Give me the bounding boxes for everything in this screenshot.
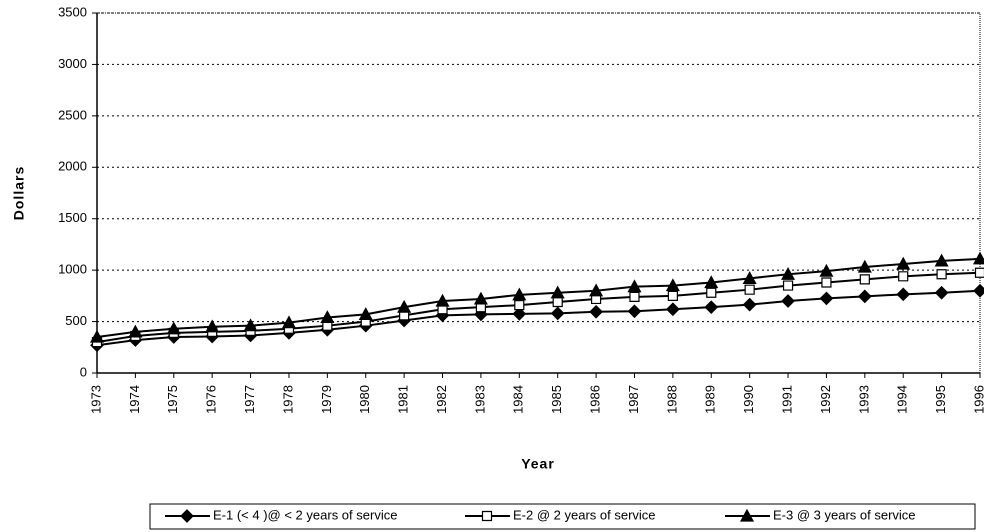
data-point (857, 259, 872, 273)
data-point (781, 267, 796, 280)
data-point (934, 253, 949, 267)
data-point (128, 324, 143, 338)
y-tick-label: 2500 (58, 107, 87, 122)
data-point (550, 285, 565, 299)
data-point (704, 275, 719, 289)
y-axis-label: Dollars (11, 166, 27, 220)
legend-label: E-2 @ 2 years of service (513, 507, 656, 522)
x-tick-label: 1995 (933, 385, 948, 414)
x-tick-label: 1986 (588, 385, 603, 414)
y-tick-label: 0 (80, 364, 87, 379)
data-point (706, 287, 717, 298)
data-point (742, 297, 757, 312)
data-point (781, 294, 795, 308)
x-tick-label: 1978 (280, 385, 295, 414)
y-tick-label: 1500 (58, 210, 87, 225)
data-point (397, 299, 412, 313)
y-tick-label: 3500 (58, 4, 87, 19)
data-point (665, 278, 680, 292)
data-point (89, 329, 105, 343)
legend-marker (180, 509, 194, 523)
x-tick-label: 1980 (357, 385, 372, 414)
y-tick-label: 2000 (58, 159, 87, 174)
data-point (512, 287, 527, 301)
legend-label: E-3 @ 3 years of service (773, 507, 916, 522)
data-point (435, 293, 450, 307)
x-tick-label: 1977 (242, 385, 257, 414)
x-tick-label: 1984 (511, 385, 526, 414)
data-point (934, 285, 949, 300)
data-point (819, 291, 834, 306)
data-point (744, 284, 755, 295)
plot-border (96, 12, 981, 374)
series-line (96, 257, 981, 338)
x-tick-label: 1988 (664, 385, 679, 414)
series-line (96, 289, 981, 347)
x-tick-label: 1992 (818, 385, 833, 414)
data-point (666, 302, 680, 317)
data-point (859, 274, 870, 285)
x-axis-label: Year (521, 456, 555, 472)
data-point (667, 290, 678, 301)
x-tick-label: 1974 (127, 385, 142, 414)
x-tick-label: 1975 (165, 385, 180, 414)
data-point (552, 296, 563, 308)
data-point (473, 291, 488, 305)
data-point (281, 315, 296, 329)
data-point (589, 304, 603, 319)
y-tick-label: 3000 (58, 56, 87, 71)
x-tick-label: 1993 (856, 385, 871, 414)
x-tick-label: 1973 (88, 385, 103, 414)
data-point (358, 307, 373, 320)
data-point (205, 319, 220, 333)
x-tick-label: 1991 (779, 385, 794, 414)
legend-marker (481, 510, 493, 522)
data-point (819, 263, 834, 277)
data-point (627, 304, 642, 319)
data-point (936, 269, 947, 280)
data-point (974, 267, 984, 278)
x-tick-label: 1996 (971, 385, 984, 414)
data-point (629, 291, 640, 302)
y-tick-label: 1000 (58, 262, 87, 277)
data-point (320, 310, 335, 324)
data-point (514, 300, 525, 311)
data-point (627, 279, 642, 293)
y-tick-label: 500 (65, 313, 87, 328)
x-tick-label: 1979 (319, 385, 334, 414)
data-point (512, 307, 527, 321)
data-point (243, 318, 258, 332)
data-point (704, 300, 719, 315)
data-point (972, 251, 984, 265)
data-point (896, 256, 911, 270)
x-tick-label: 1985 (549, 385, 564, 414)
data-point (896, 287, 911, 302)
data-point (742, 271, 757, 284)
legend-box (149, 503, 976, 530)
data-point (973, 283, 984, 298)
x-tick-label: 1983 (472, 385, 487, 414)
legend-label: E-1 (< 4 )@ < 2 years of service (213, 507, 397, 522)
x-tick-label: 1990 (741, 385, 756, 414)
data-point (550, 306, 565, 321)
series-line (96, 271, 981, 344)
x-tick-label: 1987 (626, 385, 641, 414)
x-tick-label: 1994 (895, 385, 910, 414)
data-point (821, 277, 832, 288)
x-tick-label: 1989 (703, 385, 718, 414)
x-tick-label: 1982 (434, 385, 449, 414)
data-point (782, 280, 794, 291)
data-point (589, 283, 604, 297)
legend-marker (739, 508, 755, 522)
data-point (898, 271, 909, 282)
data-point (166, 321, 181, 335)
x-tick-label: 1981 (396, 385, 411, 414)
x-tick-label: 1976 (204, 385, 219, 414)
data-point (857, 289, 872, 304)
